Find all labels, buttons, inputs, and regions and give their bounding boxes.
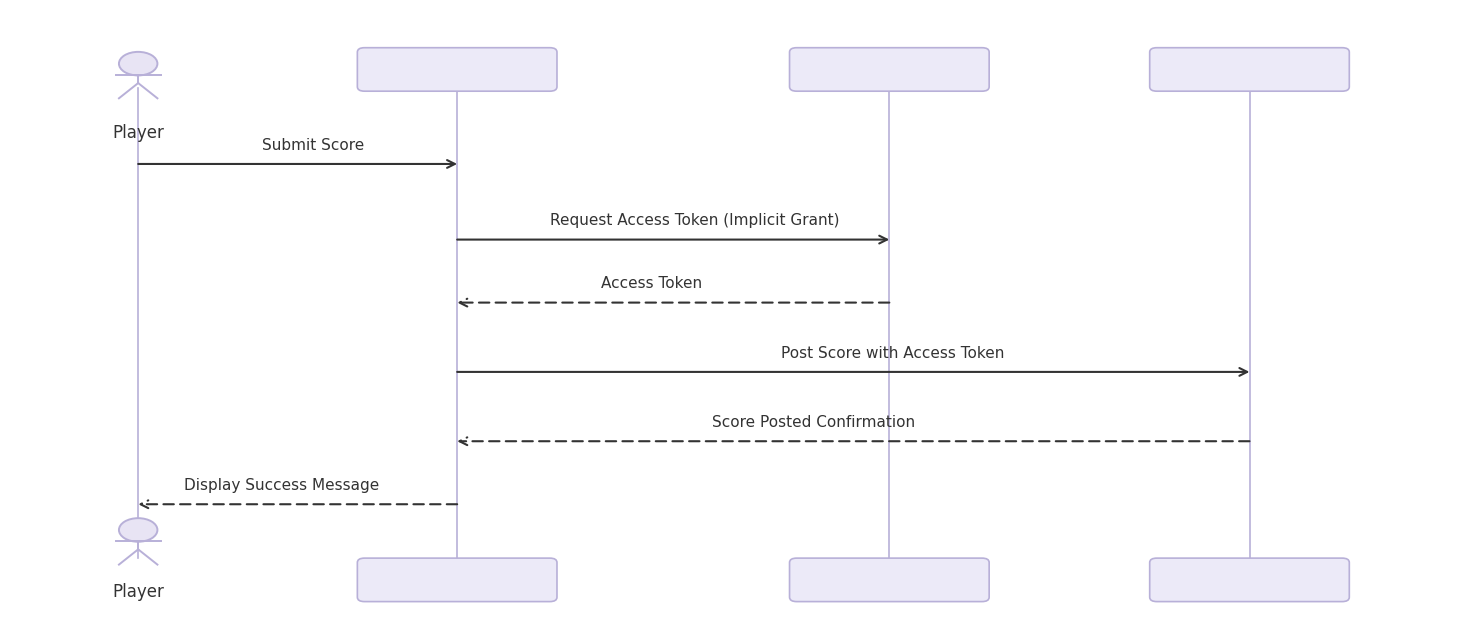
FancyBboxPatch shape [1150, 48, 1349, 91]
FancyBboxPatch shape [1150, 558, 1349, 602]
Text: Player: Player [112, 123, 165, 141]
Text: Submit Score: Submit Score [263, 138, 365, 152]
Text: Player: Player [112, 583, 165, 601]
Text: Post Score with Access Token: Post Score with Access Token [781, 345, 1004, 361]
Text: Authorization Server: Authorization Server [804, 571, 975, 589]
Circle shape [119, 52, 157, 75]
Text: Access Token: Access Token [601, 276, 703, 291]
Text: Request Access Token (Implicit Grant): Request Access Token (Implicit Grant) [550, 213, 839, 228]
Text: Social Media Platform: Social Media Platform [1160, 571, 1339, 589]
FancyBboxPatch shape [357, 558, 557, 602]
Text: Social Media Platform: Social Media Platform [1160, 60, 1339, 78]
Text: Browser Game: Browser Game [395, 60, 519, 78]
FancyBboxPatch shape [789, 48, 989, 91]
Circle shape [119, 518, 157, 542]
Text: Display Success Message: Display Success Message [184, 478, 379, 493]
FancyBboxPatch shape [357, 48, 557, 91]
Text: Browser Game: Browser Game [395, 571, 519, 589]
Text: Authorization Server: Authorization Server [804, 60, 975, 78]
FancyBboxPatch shape [789, 558, 989, 602]
Text: Score Posted Confirmation: Score Posted Confirmation [711, 415, 916, 430]
